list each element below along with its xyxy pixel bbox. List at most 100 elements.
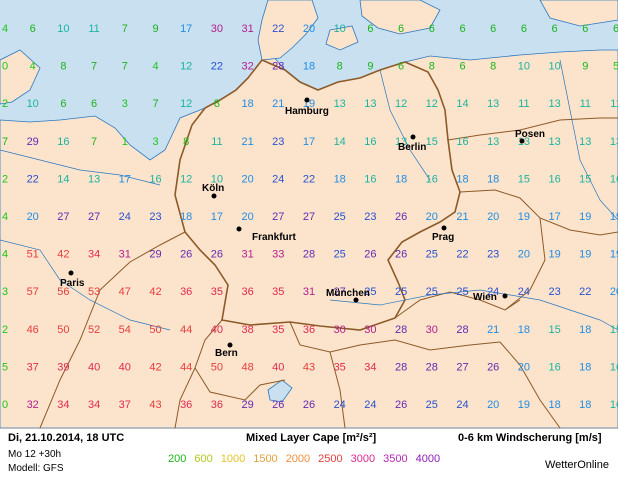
city-dot [227, 342, 233, 348]
grid-value: 23 [272, 136, 284, 148]
grid-value: 31 [119, 249, 131, 261]
grid-value: 13 [88, 173, 100, 185]
city-label: Prag [432, 232, 454, 243]
grid-value: 18 [579, 324, 591, 336]
grid-value: 19 [518, 211, 530, 223]
grid-value: 25 [426, 286, 438, 298]
legend-item: 3500 [383, 453, 408, 465]
grid-value: 6 [459, 23, 465, 35]
grid-value: 16 [426, 173, 438, 185]
model-info: Modell: GFS [8, 463, 64, 474]
grid-value: 13 [364, 98, 376, 110]
grid-value: 16 [548, 361, 560, 373]
grid-value: 27 [272, 211, 284, 223]
grid-value: 25 [334, 249, 346, 261]
grid-value: 15 [548, 324, 560, 336]
grid-value: 34 [57, 399, 69, 411]
grid-value: 0 [2, 399, 8, 411]
grid-value: 2 [2, 173, 8, 185]
grid-value: 40 [211, 324, 223, 336]
grid-value: 1 [122, 136, 128, 148]
grid-value: 6 [613, 23, 618, 35]
legend-item: 1000 [220, 453, 246, 465]
city-dot [519, 138, 525, 144]
map: 4 6 10 11 7 9 17 30 31 22 20 10 6 6 6 6 6 6 6 6 60 4 8 7 7 4 12 22 3… [0, 0, 618, 428]
grid-value: 16 [364, 136, 376, 148]
grid-value: 18 [180, 211, 192, 223]
grid-value: 16 [57, 136, 69, 148]
grid-value: 15 [518, 173, 530, 185]
grid-value: 24 [487, 286, 499, 298]
grid-value: 14 [456, 98, 468, 110]
grid-value: 26 [180, 249, 192, 261]
grid-value: 54 [119, 324, 131, 336]
city-label: Wien [473, 292, 497, 303]
city-markers: Hamburg Berlin Posen Köln Frankfurt Prag Paris… [60, 97, 545, 359]
grid-value: 42 [57, 249, 69, 261]
grid-value: 7 [122, 61, 128, 73]
grid-value: 21 [487, 324, 499, 336]
grid-value: 16 [610, 399, 618, 411]
grid-value: 16 [149, 173, 161, 185]
grid-value: 6 [367, 23, 373, 35]
grid-value: 12 [426, 98, 438, 110]
grid-value: 20 [27, 211, 39, 223]
grid-value: 22 [211, 61, 223, 73]
grid-value: 10 [211, 173, 223, 185]
grid-value: 6 [552, 23, 558, 35]
grid-value: 24 [518, 286, 530, 298]
grid-value: 32 [241, 61, 253, 73]
grid-value: 21 [241, 136, 253, 148]
grid-value: 25 [395, 286, 407, 298]
grid-value: 7 [91, 136, 97, 148]
grid-value: 50 [211, 361, 223, 373]
grid-value: 12 [395, 98, 407, 110]
grid-value: 30 [211, 23, 223, 35]
grid-value: 27 [303, 211, 315, 223]
grid-value: 27 [334, 286, 346, 298]
grid-value: 39 [57, 361, 69, 373]
land-danish-island [325, 25, 359, 51]
grid-value: 34 [88, 399, 100, 411]
city-label: Berlin [398, 142, 426, 153]
grid-value: 11 [211, 136, 222, 148]
grid-value: 31 [241, 23, 253, 35]
grid-value: 13 [548, 98, 560, 110]
grid-value: 20 [303, 23, 315, 35]
brand-logo: WetterOnline [545, 459, 609, 471]
city-label: Paris [60, 278, 85, 289]
grid-value: 15 [579, 173, 591, 185]
grid-value: 6 [521, 23, 527, 35]
grid-value: 4 [2, 211, 8, 223]
grid-value: 20 [426, 211, 438, 223]
city-dot [502, 293, 508, 299]
grid-value: 6 [398, 61, 404, 73]
legend-footer: Di, 21.10.2014, 18 UTC Mo 12 +30h Modell… [0, 428, 618, 479]
grid-value: 29 [149, 249, 161, 261]
grid-value: 17 [211, 211, 223, 223]
grid-value: 37 [119, 399, 131, 411]
grid-value: 20 [487, 211, 499, 223]
grid-value: 26 [303, 399, 315, 411]
grid-value: 14 [57, 173, 69, 185]
grid-value: 12 [180, 61, 192, 73]
grid-value: 26 [364, 249, 376, 261]
grid-value: 11 [580, 98, 591, 110]
grid-value: 28 [426, 361, 438, 373]
grid-value: 10 [27, 98, 39, 110]
grid-value: 7 [91, 61, 97, 73]
grid-value: 10 [548, 61, 560, 73]
grid-value: 25 [364, 286, 376, 298]
grid-value: 28 [456, 324, 468, 336]
grid-value: 3 [2, 286, 8, 298]
grid-value: 36 [241, 286, 253, 298]
grid-value: 16 [610, 173, 618, 185]
grid-value: 4 [2, 249, 8, 261]
city-dot [68, 270, 74, 276]
grid-value: 46 [27, 324, 39, 336]
grid-value: 15 [426, 136, 438, 148]
grid-value: 35 [272, 324, 284, 336]
grid-value: 20 [518, 249, 530, 261]
city-label: Köln [202, 183, 224, 194]
grid-value: 40 [88, 361, 100, 373]
